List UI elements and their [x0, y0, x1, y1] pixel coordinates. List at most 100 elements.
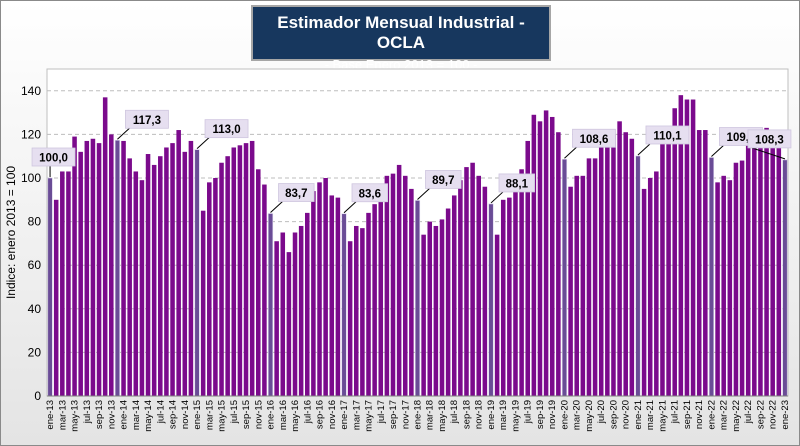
bar [549, 116, 555, 397]
bar [507, 197, 512, 396]
x-tick-label: ene-15 [192, 400, 203, 430]
x-tick-label: jul-13 [82, 400, 93, 424]
bar [372, 204, 377, 396]
data-label-box [278, 183, 315, 202]
bar [617, 121, 622, 396]
bar [708, 157, 715, 397]
bar [531, 114, 537, 396]
bar [267, 213, 274, 397]
data-label: 83,6 [359, 188, 381, 200]
bar [78, 151, 83, 396]
x-tick-label: may-17 [364, 400, 375, 432]
x-tick-label: nov-13 [106, 400, 117, 429]
bar [605, 134, 610, 396]
x-tick-label: may-20 [584, 400, 595, 432]
bar [84, 140, 90, 396]
x-tick-label: jul-15 [229, 400, 240, 424]
x-tick-label: nov-14 [180, 400, 191, 429]
bar [256, 169, 261, 396]
x-tick-label: ene-14 [119, 400, 130, 430]
bar [764, 127, 769, 397]
x-tick-label: sep-18 [461, 400, 472, 429]
x-tick-label: jul-20 [596, 400, 607, 424]
bar [280, 232, 286, 396]
bar [629, 138, 635, 396]
x-tick-label: may-16 [290, 400, 301, 432]
data-label: 88,1 [506, 178, 529, 190]
bar [727, 180, 733, 396]
bar [752, 130, 757, 397]
x-tick-label: mar-14 [131, 400, 142, 430]
bar [176, 130, 181, 397]
bar [323, 178, 328, 396]
chart-title: Estimador Mensual Industrial - OCLA [277, 13, 525, 52]
bar [715, 182, 720, 396]
bar [494, 234, 500, 396]
x-tick-label: sep-19 [535, 400, 546, 429]
bar [543, 110, 549, 397]
x-tick-label: sep-13 [94, 400, 105, 429]
x-tick-label: nov-22 [768, 400, 779, 429]
x-tick-label: sep-17 [388, 400, 399, 429]
bar [139, 180, 145, 396]
x-tick-label: sep-20 [608, 400, 619, 429]
bar [580, 175, 586, 396]
bar [574, 175, 579, 396]
bar [684, 99, 690, 397]
bar [127, 158, 132, 396]
bar [598, 143, 604, 396]
bar [225, 156, 230, 396]
x-tick-label: ene-17 [339, 400, 350, 430]
bar [384, 175, 390, 396]
bar [482, 186, 488, 396]
bar [611, 134, 616, 396]
bar [329, 195, 335, 396]
bar [66, 171, 71, 396]
x-tick-label: may-19 [510, 400, 521, 432]
bar [696, 130, 702, 397]
y-tick-label: 60 [28, 258, 42, 272]
bar [427, 221, 433, 396]
data-label-leader [270, 201, 283, 213]
bar [164, 147, 169, 396]
bar [654, 171, 659, 396]
y-tick-label: 100 [21, 171, 41, 185]
bar [782, 159, 788, 397]
y-tick-label: 120 [21, 127, 41, 141]
x-tick-label: nov-20 [621, 400, 632, 429]
bar [96, 143, 102, 396]
bar [733, 162, 739, 396]
bar [635, 155, 641, 397]
bar [133, 171, 139, 396]
bar [439, 219, 445, 396]
x-tick-label: may-22 [731, 400, 742, 432]
bar [745, 143, 751, 396]
y-tick-label: 20 [28, 345, 42, 359]
x-tick-label: nov-17 [400, 400, 411, 429]
bar [47, 177, 53, 397]
bar [335, 197, 341, 396]
bar [90, 138, 96, 396]
bar [145, 154, 151, 396]
bar [470, 162, 475, 396]
x-tick-label: ene-16 [266, 400, 277, 430]
data-label-leader [711, 145, 724, 157]
data-label-box [498, 173, 535, 193]
bar [776, 147, 782, 396]
data-label-leader [417, 188, 430, 200]
bar [292, 232, 298, 396]
data-label-leader [751, 147, 786, 160]
bar [770, 138, 775, 396]
x-tick-label: nov-18 [474, 400, 485, 429]
y-tick-label: 40 [28, 302, 42, 316]
chart-subtitle: - Base Enero 2013 = 100 - [324, 57, 478, 72]
x-tick-label: nov-21 [694, 400, 705, 429]
x-tick-label: jul-18 [449, 400, 460, 424]
x-tick-label: mar-13 [57, 400, 68, 430]
bar [311, 191, 316, 396]
x-tick-label: may-13 [70, 400, 81, 432]
bar [739, 160, 745, 396]
x-tick-label: may-21 [657, 400, 668, 432]
bar [286, 252, 292, 396]
